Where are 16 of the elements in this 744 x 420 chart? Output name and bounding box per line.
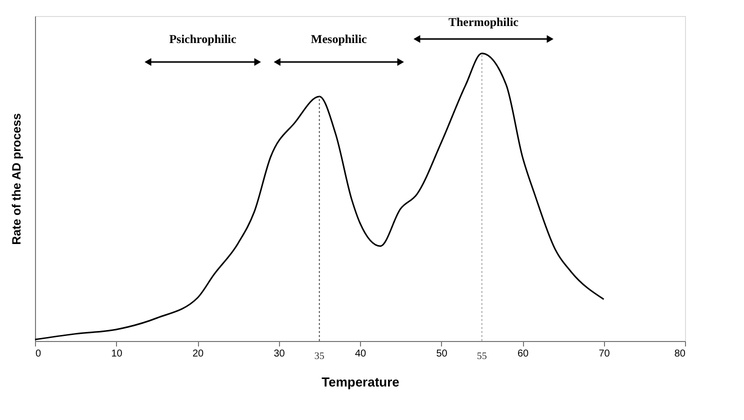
x-tick-label: 40 (354, 348, 366, 360)
ref-line-label: 35 (314, 351, 324, 362)
x-tick-label: 50 (436, 348, 448, 360)
x-tick-label: 10 (111, 348, 123, 360)
y-axis-title: Rate of the AD process (10, 112, 24, 245)
ref-line-label: 55 (476, 351, 487, 362)
text: Thermophilic (448, 14, 520, 29)
x-tick-label: 30 (274, 348, 286, 360)
text: Mesophilic (310, 32, 368, 46)
x-tick-label: 70 (598, 348, 610, 360)
x-tick-label: 0 (36, 348, 42, 360)
text: Psichrophilic (169, 32, 238, 46)
x-axis-title: Temperature (322, 374, 400, 390)
x-tick-label: 80 (674, 348, 686, 360)
x-tick-label: 20 (192, 348, 204, 360)
x-tick-label: 60 (517, 348, 529, 360)
